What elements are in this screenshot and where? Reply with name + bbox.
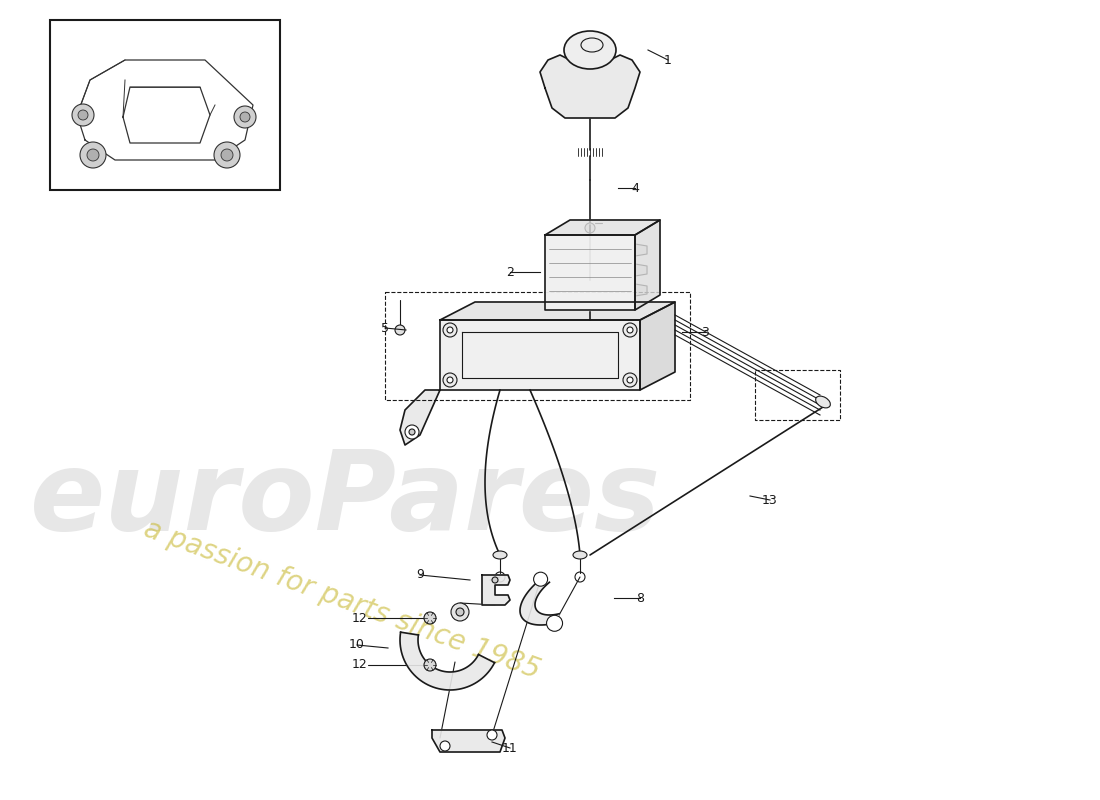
Text: 8: 8 [636,591,644,605]
Text: 12: 12 [352,611,367,625]
Circle shape [405,425,419,439]
Circle shape [623,323,637,337]
Text: 3: 3 [701,326,708,338]
Text: 9: 9 [416,569,424,582]
Circle shape [72,104,94,126]
Circle shape [487,730,497,740]
Text: 13: 13 [762,494,778,506]
Circle shape [424,659,436,671]
Circle shape [585,223,595,233]
Ellipse shape [493,551,507,559]
Circle shape [534,572,548,586]
Circle shape [240,112,250,122]
Circle shape [80,142,106,168]
Circle shape [447,377,453,383]
Polygon shape [482,575,510,605]
Polygon shape [0,0,189,800]
Circle shape [87,149,99,161]
Polygon shape [520,579,559,625]
Text: 1: 1 [664,54,672,66]
Circle shape [78,110,88,120]
Circle shape [395,325,405,335]
Polygon shape [635,220,660,310]
Polygon shape [432,730,505,752]
Circle shape [424,612,436,624]
Ellipse shape [815,396,830,408]
Circle shape [492,577,498,583]
Text: 5: 5 [381,322,389,334]
Polygon shape [544,235,635,310]
Circle shape [234,106,256,128]
Circle shape [547,615,562,631]
Polygon shape [540,55,640,118]
Circle shape [447,327,453,333]
Text: 2: 2 [506,266,514,278]
Ellipse shape [564,31,616,69]
Circle shape [623,373,637,387]
Text: euroPares: euroPares [30,446,661,554]
Polygon shape [400,632,495,690]
Text: a passion for parts since 1985: a passion for parts since 1985 [140,515,543,685]
Text: 4: 4 [631,182,639,194]
Polygon shape [440,302,675,320]
Circle shape [440,741,450,751]
Circle shape [627,377,632,383]
Circle shape [456,608,464,616]
Circle shape [451,603,469,621]
Circle shape [214,142,240,168]
Polygon shape [640,302,675,390]
Text: 10: 10 [349,638,365,651]
Ellipse shape [573,551,587,559]
Polygon shape [400,390,440,445]
Circle shape [443,323,456,337]
Circle shape [627,327,632,333]
Text: 12: 12 [352,658,367,671]
Text: 11: 11 [502,742,518,754]
Circle shape [409,429,415,435]
Polygon shape [544,220,660,235]
Polygon shape [635,244,647,256]
Circle shape [443,373,456,387]
Circle shape [221,149,233,161]
Polygon shape [635,264,647,276]
Polygon shape [440,320,640,390]
Polygon shape [635,284,647,296]
Bar [50,20,280,190]
